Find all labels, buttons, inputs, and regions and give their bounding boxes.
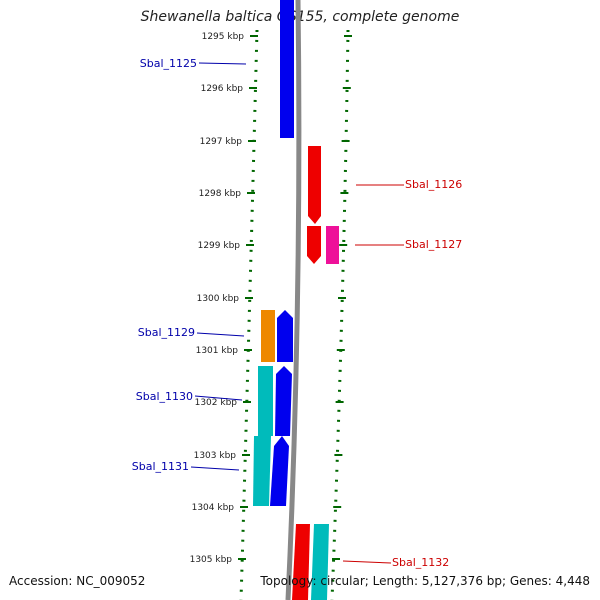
tick-label: 1304 kbp — [192, 503, 235, 513]
gene-sbal-1130b[interactable] — [275, 366, 292, 436]
tick-label: 1305 kbp — [190, 555, 233, 565]
tick-label: 1298 kbp — [199, 189, 242, 199]
tick-label: 1300 kbp — [197, 294, 240, 304]
label-sbal-1132: Sbal_1132 — [392, 556, 449, 569]
leader-line-sbal-1125 — [198, 62, 247, 65]
track-boundary-left — [239, 29, 259, 600]
tick-label: 1296 kbp — [201, 84, 244, 94]
label-sbal-1125: Sbal_1125 — [140, 57, 197, 70]
leader-line-sbal-1132 — [342, 560, 392, 564]
label-sbal-1131: Sbal_1131 — [132, 460, 189, 473]
tick-label: 1299 kbp — [198, 241, 241, 251]
gene-sbal-1130[interactable] — [258, 366, 273, 436]
gene-sbal-1131b[interactable] — [270, 436, 289, 506]
label-sbal-1129: Sbal_1129 — [138, 326, 195, 339]
gene-sbal-1132[interactable] — [292, 524, 310, 600]
track-boundary-right — [330, 29, 350, 600]
topology-text: Topology: circular; Length: 5,127,376 bp… — [260, 574, 590, 588]
tick-label: 1301 kbp — [196, 346, 239, 356]
tick-label: 1302 kbp — [195, 398, 238, 408]
leader-line-sbal-1129 — [196, 332, 245, 337]
leader-line-sbal-1131 — [190, 466, 240, 471]
label-sbal-1126: Sbal_1126 — [405, 178, 462, 191]
gene-sbal-1132b[interactable] — [311, 524, 329, 600]
gene-sbal-1129b[interactable] — [277, 310, 293, 362]
gene-sbal-1127b[interactable] — [326, 226, 339, 264]
leader-line-sbal-1130 — [194, 395, 243, 401]
label-sbal-1130: Sbal_1130 — [136, 390, 193, 403]
accession-text: Accession: NC_009052 — [9, 574, 146, 588]
genome-backbone — [285, 0, 302, 600]
label-sbal-1127: Sbal_1127 — [405, 238, 462, 251]
tick-label: 1303 kbp — [194, 451, 237, 461]
gene-sbal-1126[interactable] — [308, 146, 321, 224]
tick-label: 1295 kbp — [202, 32, 245, 42]
gene-sbal-1131[interactable] — [253, 436, 271, 506]
gene-sbal-1129[interactable] — [261, 310, 275, 362]
gene-sbal-1127[interactable] — [307, 226, 321, 264]
tick-label: 1297 kbp — [200, 137, 243, 147]
gene-sbal-1125[interactable] — [280, 0, 294, 138]
